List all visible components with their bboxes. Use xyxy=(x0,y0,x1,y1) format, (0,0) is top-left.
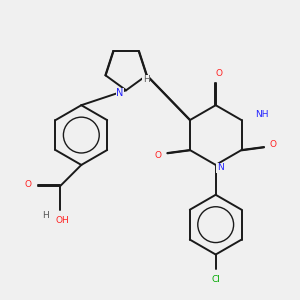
Text: O: O xyxy=(155,152,162,160)
Text: O: O xyxy=(24,180,31,189)
Text: H: H xyxy=(143,75,150,84)
Text: NH: NH xyxy=(255,110,268,119)
Text: N: N xyxy=(116,88,124,98)
Text: O: O xyxy=(215,69,222,78)
Text: OH: OH xyxy=(55,216,69,225)
Text: H: H xyxy=(42,211,49,220)
Text: N: N xyxy=(217,164,224,172)
Text: Cl: Cl xyxy=(211,275,220,284)
Text: O: O xyxy=(269,140,276,148)
